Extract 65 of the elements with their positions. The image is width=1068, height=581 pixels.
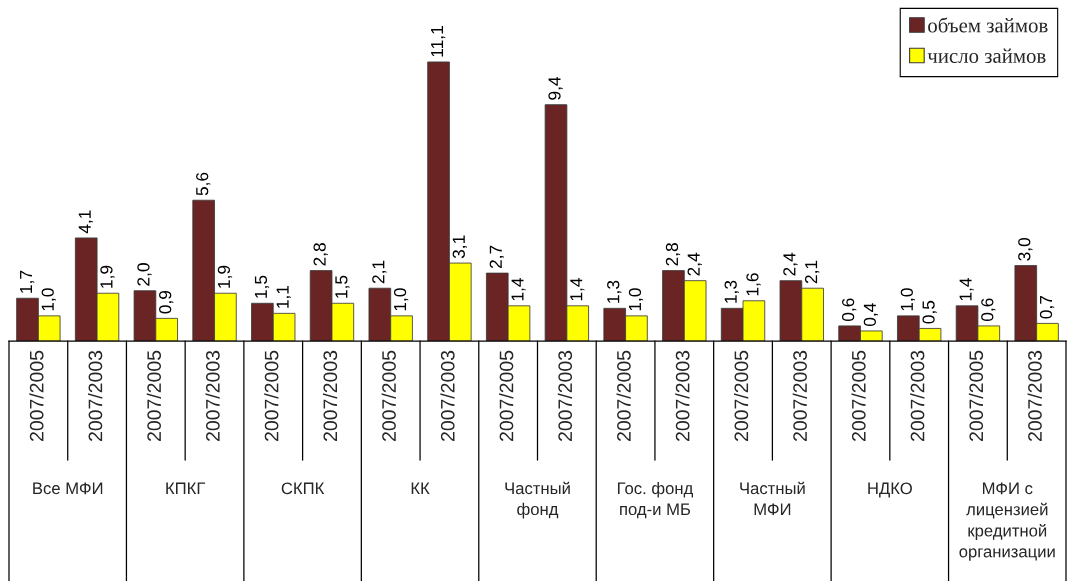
data-label: 1,5: [254, 275, 270, 298]
x-tick-label: 2007/2003: [322, 350, 338, 441]
x-tick-label: 2007/2005: [616, 350, 631, 441]
x-tick-label: 2007/2005: [264, 350, 279, 441]
data-label: 0,9: [159, 290, 174, 314]
data-label: 1,6: [746, 273, 761, 296]
x-tick-label: 2007/2003: [675, 350, 690, 441]
data-label: 3,1: [452, 235, 467, 259]
data-label: 2,7: [489, 245, 504, 269]
data-label: 4,1: [78, 210, 93, 234]
text: НДКО: [868, 482, 912, 498]
data-label: 1,0: [628, 288, 644, 311]
data-label: 1,9: [100, 265, 115, 288]
data-label: 1,3: [607, 280, 622, 303]
data-label: 1,7: [20, 270, 35, 293]
data-label: 1,4: [511, 278, 526, 301]
x-tick-label: 2007/2005: [146, 350, 162, 441]
x-tick-label: 2007/2005: [851, 350, 866, 441]
text: Все МФИ: [33, 482, 103, 495]
data-label: 0,5: [922, 300, 937, 324]
text: КПКГ: [166, 482, 206, 495]
legend-label: объем займов: [928, 17, 1048, 33]
x-tick-label: 2007/2003: [792, 350, 807, 441]
x-tick-label: 2007/2005: [733, 350, 749, 441]
text: Частный фонд: [505, 481, 570, 519]
data-label: 1,4: [959, 278, 974, 301]
legend-label: число займов: [927, 48, 1046, 63]
data-label: 11,1: [431, 26, 446, 57]
data-label: 5,6: [196, 172, 211, 196]
text: Частный МФИ: [740, 481, 805, 516]
data-label: 1,9: [217, 265, 233, 288]
data-label: 1,5: [335, 275, 350, 298]
text: КК: [411, 482, 430, 495]
data-label: 3,0: [1018, 237, 1033, 261]
data-label: 1,1: [276, 285, 291, 308]
data-label: 2,8: [313, 243, 328, 266]
x-tick-label: 2007/2003: [205, 350, 220, 441]
data-label: 1,0: [900, 288, 916, 311]
data-label: 2,4: [687, 252, 702, 276]
text: Гос. фонд под-и МБ: [617, 482, 693, 519]
x-tick-label: 2007/2003: [88, 350, 103, 441]
data-label: 1,3: [724, 280, 739, 303]
data-label: 2,1: [372, 260, 387, 284]
x-tick-label: 2007/2003: [557, 350, 573, 441]
data-label: 0,4: [863, 303, 879, 327]
data-label: 2,8: [665, 243, 681, 266]
data-label: 2,0: [137, 263, 152, 286]
data-label: 0,7: [1039, 295, 1055, 319]
data-label: 2,1: [804, 260, 820, 284]
x-tick-label: 2007/2003: [1027, 350, 1042, 441]
text: СКПК: [281, 482, 325, 495]
x-tick-label: 2007/2005: [381, 350, 396, 441]
data-label: 1,0: [41, 288, 56, 311]
x-tick-label: 2007/2005: [29, 350, 44, 441]
x-tick-label: 2007/2005: [499, 350, 514, 441]
data-label: 1,0: [393, 288, 409, 311]
data-label: 9,4: [548, 76, 563, 100]
x-tick-label: 2007/2003: [440, 350, 455, 441]
x-tick-label: 2007/2003: [910, 350, 925, 441]
text: МФИ с лицензией кредитной организации: [959, 482, 1055, 561]
data-label: 1,4: [570, 278, 585, 301]
data-label: 2,4: [783, 252, 798, 276]
x-tick-label: 2007/2005: [968, 350, 984, 441]
data-label: 0,6: [841, 298, 857, 322]
data-label: 0,6: [981, 298, 996, 322]
